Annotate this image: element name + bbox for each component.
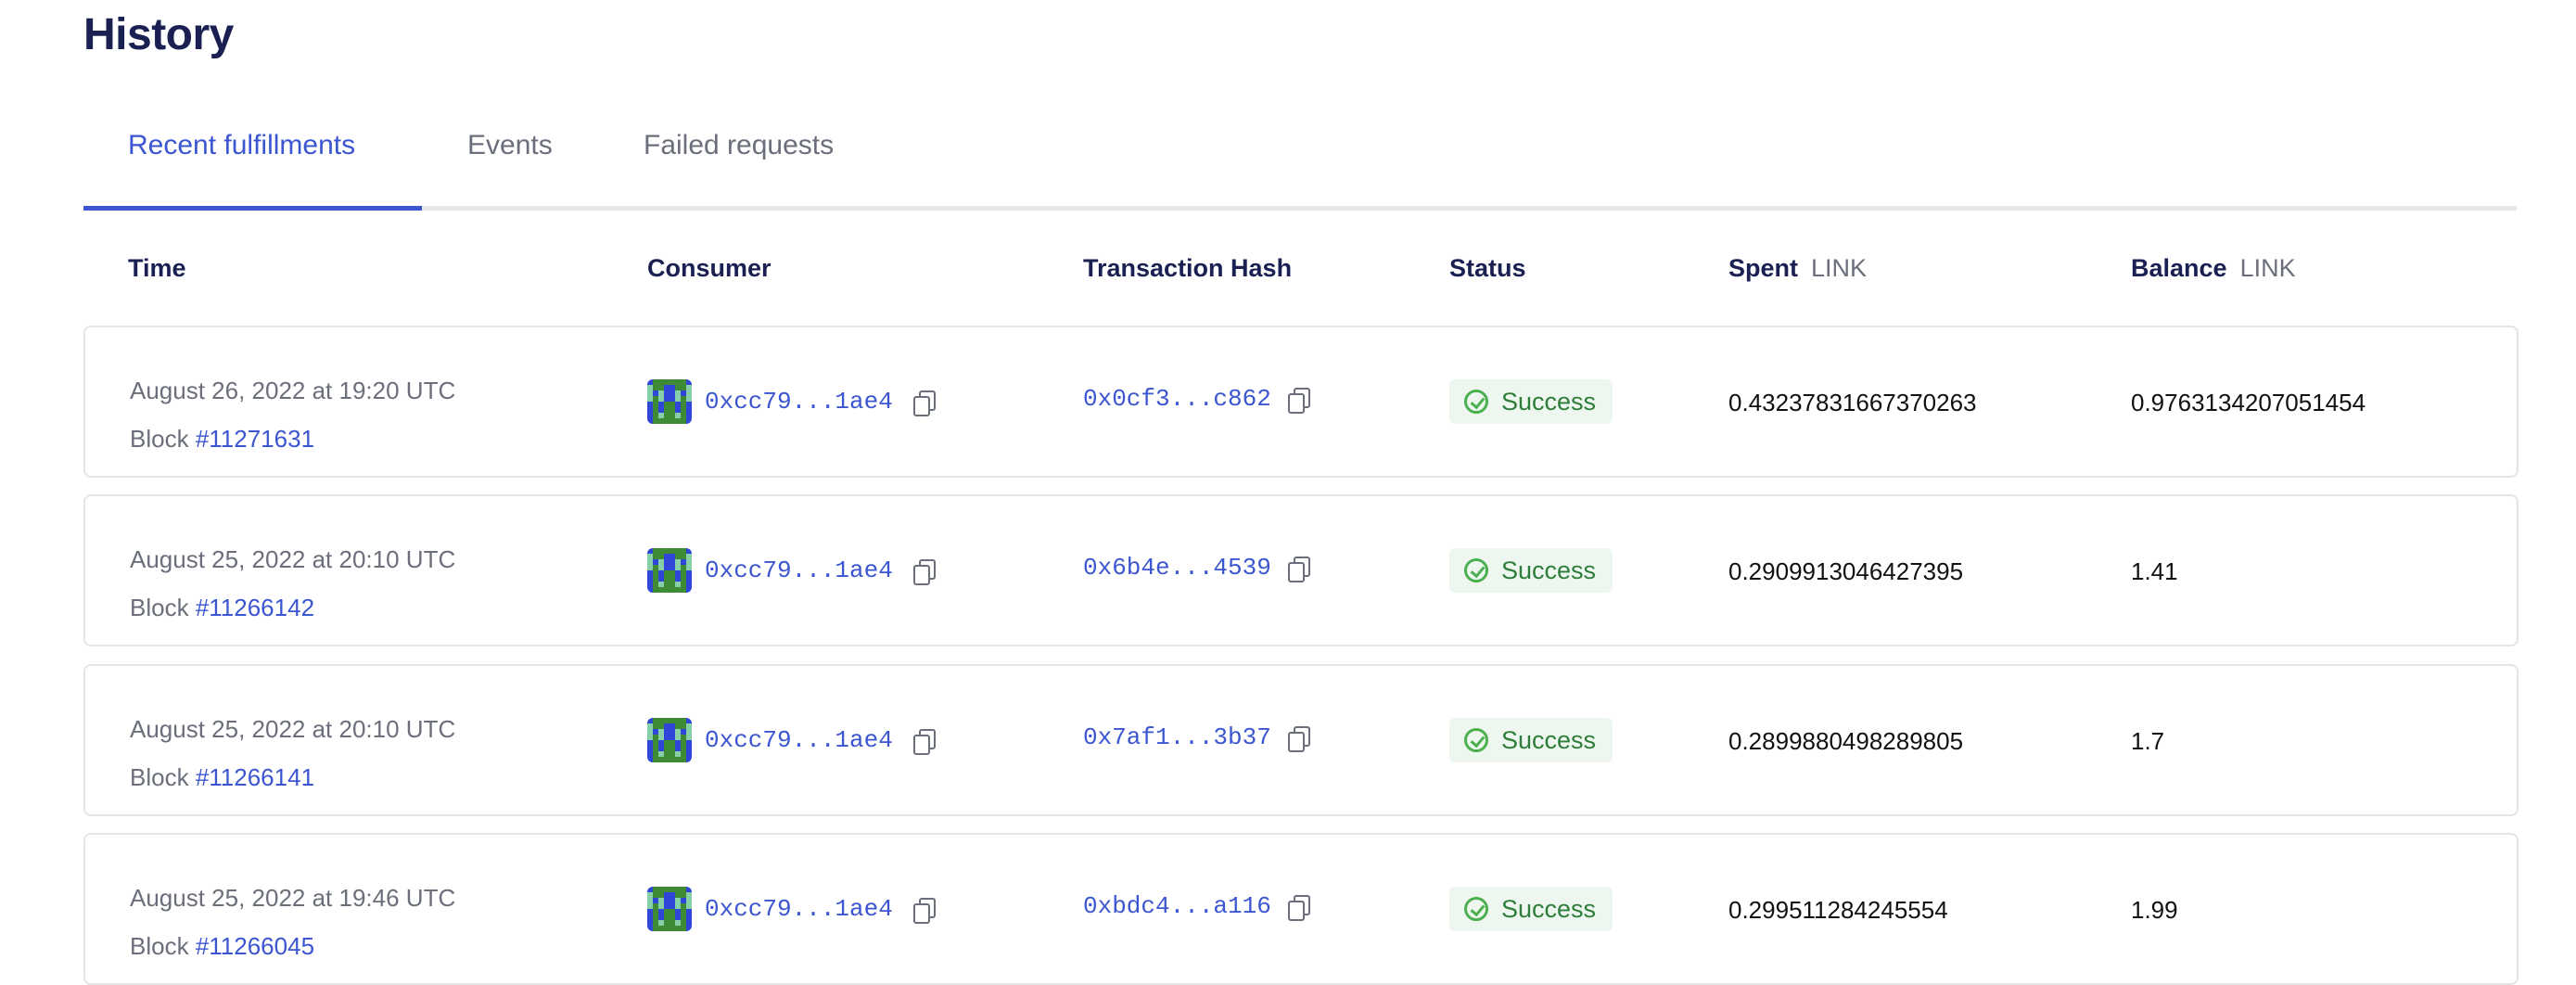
block-info: Block #11266141: [130, 753, 455, 801]
transaction-hash-link[interactable]: 0x0cf3...c862: [1083, 385, 1271, 413]
hash-cell: 0xbdc4...a116: [1083, 892, 1310, 921]
time-cell: August 26, 2022 at 19:20 UTC Block #1127…: [130, 366, 455, 463]
table-row[interactable]: August 26, 2022 at 19:20 UTC Block #1127…: [83, 326, 2519, 478]
transaction-hash-link[interactable]: 0x6b4e...4539: [1083, 554, 1271, 582]
consumer-cell: 0xcc79...1ae4: [647, 718, 936, 762]
copy-icon[interactable]: [912, 559, 936, 585]
spent-unit: LINK: [1811, 254, 1868, 282]
time-cell: August 25, 2022 at 19:46 UTC Block #1126…: [130, 874, 455, 970]
column-header-status: Status: [1449, 254, 1526, 282]
consumer-cell: 0xcc79...1ae4: [647, 887, 936, 931]
balance-value: 1.7: [2131, 727, 2165, 755]
spent-value: 0.2899880498289805: [1728, 727, 1964, 755]
check-circle-icon: [1464, 728, 1488, 752]
block-link[interactable]: #11266141: [195, 763, 315, 791]
tab-events[interactable]: Events: [467, 130, 553, 160]
balance-unit: LINK: [2239, 254, 2296, 282]
check-circle-icon: [1464, 897, 1488, 921]
hash-cell: 0x0cf3...c862: [1083, 385, 1310, 414]
tab-bar: Recent fulfillments Events Failed reques…: [83, 121, 2517, 211]
page-title: History: [83, 10, 234, 59]
identicon-avatar: [647, 379, 692, 424]
column-header-consumer: Consumer: [647, 254, 772, 282]
consumer-address-link[interactable]: 0xcc79...1ae4: [705, 726, 893, 754]
table-row[interactable]: August 25, 2022 at 20:10 UTC Block #1126…: [83, 664, 2519, 816]
balance-value: 0.9763134207051454: [2131, 389, 2366, 416]
identicon-avatar: [647, 887, 692, 931]
timestamp: August 25, 2022 at 19:46 UTC: [130, 884, 456, 912]
identicon-avatar: [647, 718, 692, 762]
balance-label: Balance: [2131, 254, 2227, 282]
status-badge: Success: [1449, 887, 1613, 931]
block-info: Block #11266142: [130, 583, 455, 632]
consumer-cell: 0xcc79...1ae4: [647, 379, 936, 424]
copy-icon[interactable]: [912, 390, 936, 416]
spent-value: 0.299511284245554: [1728, 896, 1948, 924]
copy-icon[interactable]: [1287, 556, 1310, 582]
copy-icon[interactable]: [912, 729, 936, 755]
balance-value: 1.99: [2131, 896, 2178, 924]
hash-cell: 0x6b4e...4539: [1083, 554, 1310, 582]
status-text: Success: [1501, 556, 1597, 584]
block-label: Block: [130, 763, 189, 791]
status-badge: Success: [1449, 379, 1613, 424]
column-header-spent: Spent LINK: [1728, 254, 1867, 283]
time-cell: August 25, 2022 at 20:10 UTC Block #1126…: [130, 705, 455, 801]
block-link[interactable]: #11271631: [195, 425, 315, 453]
spent-value: 0.43237831667370263: [1728, 389, 1977, 416]
table-row[interactable]: August 25, 2022 at 19:46 UTC Block #1126…: [83, 833, 2519, 985]
identicon-avatar: [647, 548, 692, 593]
column-header-hash: Transaction Hash: [1083, 254, 1293, 282]
block-label: Block: [130, 594, 189, 621]
block-link[interactable]: #11266045: [195, 932, 315, 960]
status-badge: Success: [1449, 718, 1613, 762]
consumer-address-link[interactable]: 0xcc79...1ae4: [705, 895, 893, 923]
timestamp: August 26, 2022 at 19:20 UTC: [130, 377, 456, 404]
block-info: Block #11271631: [130, 415, 455, 463]
check-circle-icon: [1464, 558, 1488, 582]
consumer-cell: 0xcc79...1ae4: [647, 548, 936, 593]
tab-failed-requests[interactable]: Failed requests: [644, 130, 835, 160]
copy-icon[interactable]: [912, 898, 936, 924]
transaction-hash-link[interactable]: 0x7af1...3b37: [1083, 723, 1271, 751]
block-label: Block: [130, 932, 189, 960]
block-link[interactable]: #11266142: [195, 594, 315, 621]
time-cell: August 25, 2022 at 20:10 UTC Block #1126…: [130, 535, 455, 632]
balance-value: 1.41: [2131, 557, 2178, 585]
column-header-balance: Balance LINK: [2131, 254, 2296, 283]
copy-icon[interactable]: [1287, 895, 1310, 921]
spent-value: 0.2909913046427395: [1728, 557, 1964, 585]
transaction-hash-link[interactable]: 0xbdc4...a116: [1083, 892, 1271, 920]
check-circle-icon: [1464, 390, 1488, 414]
hash-cell: 0x7af1...3b37: [1083, 723, 1310, 752]
status-text: Success: [1501, 894, 1597, 923]
column-header-time: Time: [128, 254, 186, 282]
timestamp: August 25, 2022 at 20:10 UTC: [130, 715, 456, 743]
consumer-address-link[interactable]: 0xcc79...1ae4: [705, 388, 893, 416]
block-label: Block: [130, 425, 189, 453]
consumer-address-link[interactable]: 0xcc79...1ae4: [705, 556, 893, 584]
status-text: Success: [1501, 725, 1597, 754]
status-badge: Success: [1449, 548, 1613, 593]
timestamp: August 25, 2022 at 20:10 UTC: [130, 545, 456, 573]
active-tab-indicator: [83, 206, 422, 211]
tab-recent-fulfillments[interactable]: Recent fulfillments: [128, 130, 356, 160]
block-info: Block #11266045: [130, 922, 455, 970]
status-text: Success: [1501, 387, 1597, 416]
copy-icon[interactable]: [1287, 388, 1310, 414]
table-row[interactable]: August 25, 2022 at 20:10 UTC Block #1126…: [83, 494, 2519, 646]
spent-label: Spent: [1728, 254, 1799, 282]
copy-icon[interactable]: [1287, 726, 1310, 752]
